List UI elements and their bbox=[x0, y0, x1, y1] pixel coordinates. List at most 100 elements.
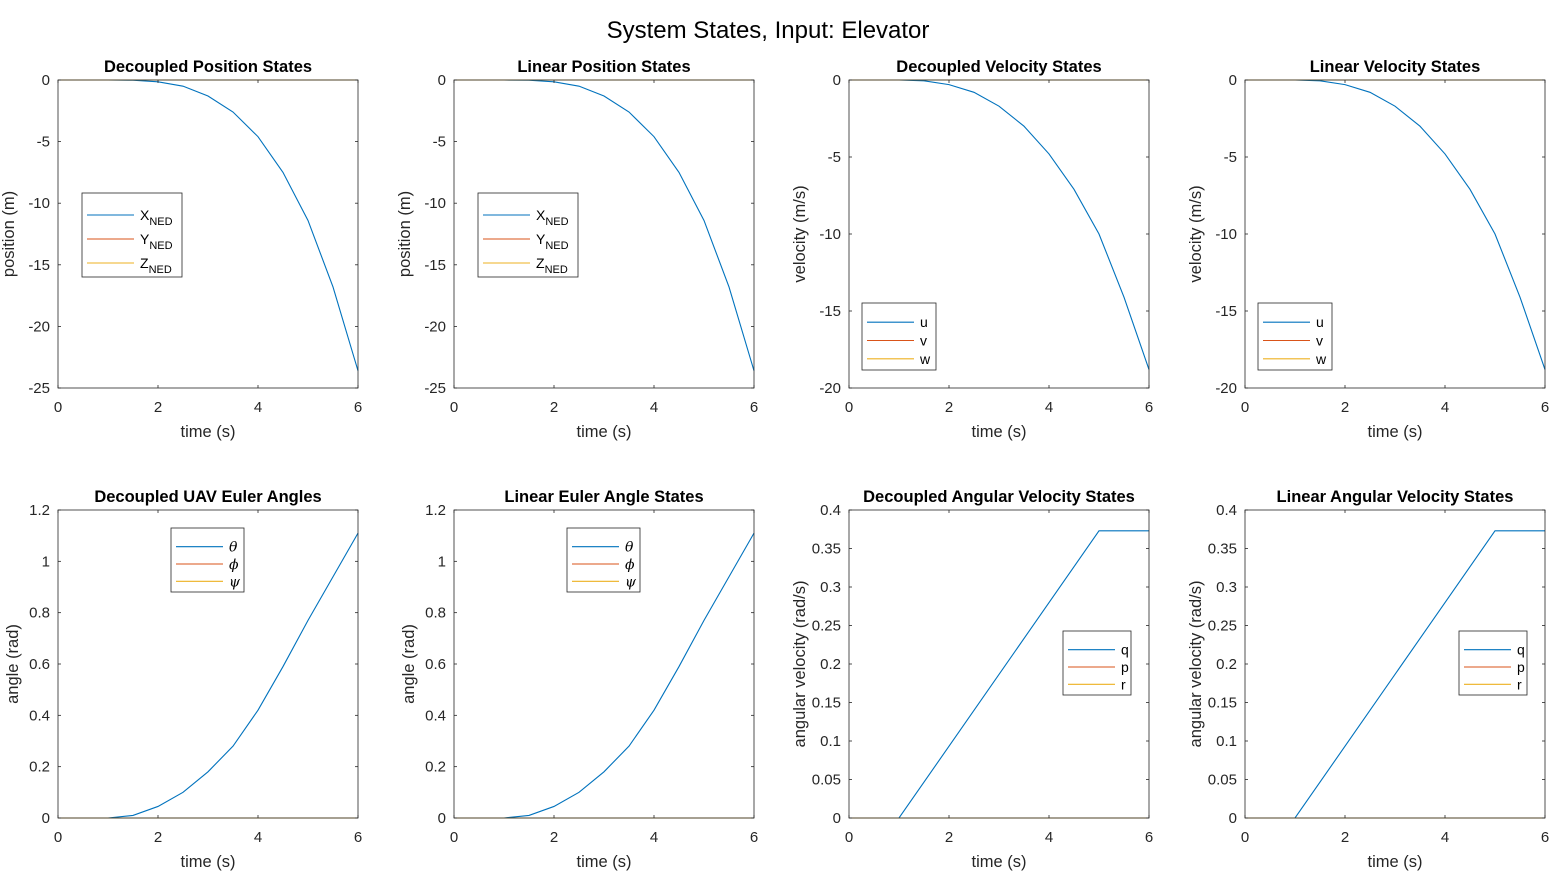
y-tick-label: 0 bbox=[833, 810, 841, 827]
x-tick-label: 6 bbox=[1541, 829, 1549, 846]
legend-label: r bbox=[1517, 676, 1522, 692]
legend-label-subscript: NED bbox=[545, 240, 568, 252]
legend-label: ϕ bbox=[229, 557, 239, 573]
x-tick-label: 0 bbox=[1241, 829, 1249, 846]
x-tick-label: 2 bbox=[945, 829, 953, 846]
x-tick-label: 4 bbox=[1441, 399, 1449, 416]
x-tick-label: 0 bbox=[54, 399, 62, 416]
legend: uvw bbox=[1257, 302, 1333, 371]
chart-title: Linear Velocity States bbox=[1310, 58, 1481, 76]
x-tick-label: 4 bbox=[254, 399, 262, 416]
chart-panel: 0 2 4 6 -20 -15 -10 -5 0 Decoupled Velocity State… bbox=[791, 58, 1153, 441]
legend-label: v bbox=[1316, 333, 1323, 349]
y-tick-label: 0 bbox=[438, 72, 446, 89]
y-tick-label: -15 bbox=[1215, 303, 1237, 320]
y-tick-label: 0.15 bbox=[1208, 695, 1237, 712]
legend: qpr bbox=[1062, 630, 1132, 696]
x-tick-label: 2 bbox=[945, 399, 953, 416]
chart-panel: 0 2 4 6 -25 -20 -15 -10 -5 0 Decoupled Position St… bbox=[0, 58, 362, 441]
y-tick-label: 0.3 bbox=[1216, 579, 1237, 596]
y-tick-label: 1 bbox=[438, 553, 446, 570]
y-tick-label: 0.6 bbox=[29, 656, 50, 673]
y-tick-label: 0.6 bbox=[425, 656, 446, 673]
y-tick-label: 0.05 bbox=[812, 772, 841, 789]
y-tick-label: 1.2 bbox=[29, 502, 50, 519]
legend-label: ϕ bbox=[625, 557, 635, 573]
x-tick-label: 4 bbox=[650, 399, 658, 416]
x-tick-label: 0 bbox=[54, 829, 62, 846]
y-tick-label: 0.2 bbox=[820, 656, 841, 673]
y-tick-label: 0.2 bbox=[29, 759, 50, 776]
y-tick-label: 0.35 bbox=[1208, 541, 1237, 558]
x-tick-label: 6 bbox=[750, 829, 758, 846]
legend-label: w bbox=[1315, 351, 1327, 367]
y-tick-label: -15 bbox=[28, 257, 50, 274]
series-line bbox=[454, 532, 755, 819]
y-tick-label: -20 bbox=[424, 318, 446, 335]
y-tick-label: 0.05 bbox=[1208, 772, 1237, 789]
x-tick-label: 2 bbox=[154, 829, 162, 846]
legend-label: ψ bbox=[625, 574, 637, 590]
legend-label: r bbox=[1121, 676, 1126, 692]
y-axis-label: velocity (m/s) bbox=[791, 185, 809, 282]
legend: θϕψ bbox=[566, 527, 641, 593]
legend-label-subscript: NED bbox=[149, 216, 172, 228]
y-tick-label: 0 bbox=[1229, 810, 1237, 827]
chart-panel: 0 2 4 6 0 0.05 0.1 0.15 0.2 0.25 0.3 0.35 0.4 Linear … bbox=[1187, 488, 1549, 871]
x-tick-label: 2 bbox=[1341, 829, 1349, 846]
legend-label-subscript: NED bbox=[545, 264, 568, 276]
y-tick-label: -15 bbox=[424, 257, 446, 274]
x-tick-label: 4 bbox=[254, 829, 262, 846]
chart-title: Decoupled Angular Velocity States bbox=[863, 488, 1135, 506]
y-tick-label: -20 bbox=[28, 318, 50, 335]
axes-frame bbox=[453, 79, 755, 389]
y-axis-label: position (m) bbox=[396, 191, 414, 277]
y-tick-label: 0.8 bbox=[425, 605, 446, 622]
y-tick-label: 0 bbox=[42, 72, 50, 89]
y-tick-label: 0.4 bbox=[820, 502, 841, 519]
chart-title: Linear Euler Angle States bbox=[504, 488, 703, 506]
y-tick-label: -10 bbox=[819, 226, 841, 243]
y-tick-label: -5 bbox=[1224, 149, 1237, 166]
chart-title: Linear Position States bbox=[517, 58, 690, 76]
x-axis-label: time (s) bbox=[972, 423, 1027, 441]
legend-label-subscript: NED bbox=[149, 264, 172, 276]
x-tick-label: 4 bbox=[1045, 399, 1053, 416]
y-axis-label: angular velocity (rad/s) bbox=[791, 581, 809, 748]
y-tick-label: 0 bbox=[833, 72, 841, 89]
y-tick-label: 0.1 bbox=[820, 733, 841, 750]
legend: uvw bbox=[861, 302, 937, 371]
y-tick-label: -5 bbox=[37, 134, 50, 151]
y-tick-label: 0 bbox=[438, 810, 446, 827]
series-line bbox=[849, 79, 1150, 370]
legend-label: w bbox=[919, 351, 931, 367]
y-tick-label: -25 bbox=[424, 380, 446, 397]
y-tick-label: 0.2 bbox=[1216, 656, 1237, 673]
y-axis-label: angle (rad) bbox=[4, 624, 22, 704]
y-tick-label: -20 bbox=[1215, 380, 1237, 397]
series-line bbox=[58, 532, 359, 819]
y-tick-label: -10 bbox=[28, 195, 50, 212]
x-axis-label: time (s) bbox=[181, 423, 236, 441]
x-tick-label: 0 bbox=[450, 829, 458, 846]
legend-label-subscript: NED bbox=[149, 240, 172, 252]
x-tick-label: 2 bbox=[154, 399, 162, 416]
y-tick-label: -10 bbox=[424, 195, 446, 212]
chart-title: Linear Angular Velocity States bbox=[1277, 488, 1514, 506]
y-tick-label: 0.15 bbox=[812, 695, 841, 712]
y-tick-label: 0 bbox=[1229, 72, 1237, 89]
y-tick-label: -10 bbox=[1215, 226, 1237, 243]
x-tick-label: 6 bbox=[750, 399, 758, 416]
x-axis-label: time (s) bbox=[1368, 853, 1423, 871]
axes-frame bbox=[57, 79, 359, 389]
y-tick-label: 1.2 bbox=[425, 502, 446, 519]
legend-label: p bbox=[1121, 659, 1129, 675]
x-tick-label: 4 bbox=[650, 829, 658, 846]
y-tick-label: 0.25 bbox=[812, 618, 841, 635]
x-axis-label: time (s) bbox=[577, 423, 632, 441]
y-tick-label: -15 bbox=[819, 303, 841, 320]
y-tick-label: 0.8 bbox=[29, 605, 50, 622]
y-tick-label: 0.4 bbox=[1216, 502, 1237, 519]
